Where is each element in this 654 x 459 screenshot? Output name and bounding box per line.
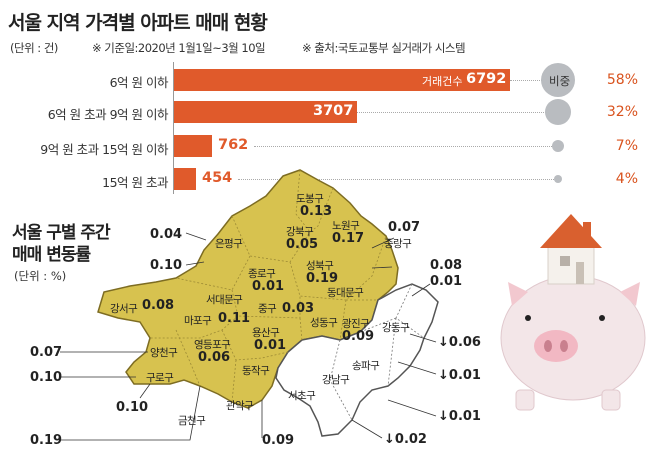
callout-value: 0.19 — [30, 433, 63, 448]
callout-value: 0.07 — [30, 345, 63, 360]
district-name: 양천구 — [150, 347, 178, 359]
category-label: 9억 원 초과 15억 원 이하 — [40, 142, 168, 157]
share-value: 7% — [615, 138, 638, 154]
district-value: 0.06 — [198, 350, 231, 365]
map-title-line: 매매 변동률 — [12, 245, 91, 265]
category-label: 6억 원 이하 — [109, 75, 169, 90]
category-label: 15억 원 초과 — [102, 175, 168, 190]
callout-value: 0.10 — [116, 400, 149, 415]
district-name: 노원구 — [332, 220, 360, 232]
district-name: 강동구 — [382, 322, 410, 334]
share-header: 비중 — [549, 74, 571, 88]
piggy-bank-illustration — [500, 214, 646, 411]
leader-line — [357, 112, 558, 113]
district-name: 강북구 — [286, 226, 314, 238]
district-boundaries-south — [329, 283, 425, 421]
callout-lines — [60, 232, 437, 441]
map-title: 서울 구별 주간 매매 변동률 — [12, 222, 111, 266]
share-value: 4% — [615, 171, 638, 187]
callout-value: 0.04 — [150, 227, 183, 242]
district-name: 동작구 — [242, 365, 270, 377]
district-name: 중구 — [258, 303, 277, 315]
falling-districts-area — [275, 283, 439, 437]
unit-label: (단위 : 건) — [10, 41, 58, 55]
district-value: 0.13 — [300, 204, 333, 219]
bar-value-label: 3707 — [313, 103, 354, 119]
district-name: 강서구 — [110, 303, 138, 315]
callout-value: 0.10 — [30, 370, 63, 385]
district-value: 0.03 — [282, 301, 315, 316]
district-name: 동대문구 — [327, 287, 364, 299]
district-name: 성동구 — [310, 317, 338, 329]
district-name: 마포구 — [184, 315, 212, 327]
bar — [174, 168, 196, 190]
bar — [174, 135, 212, 157]
bar-value-label: 762 — [218, 137, 249, 153]
page-title: 서울 지역 가격별 아파트 매매 현황 — [8, 12, 268, 34]
bar-value-label: 6792 — [466, 71, 507, 87]
share-value: 32% — [606, 104, 638, 120]
callout-value: 0.07 — [388, 220, 421, 235]
district-name: 강남구 — [322, 374, 350, 386]
share-circle — [545, 99, 571, 125]
map-unit-label: (단위 : %) — [14, 269, 67, 283]
period-note: ※ 기준일:2020년 1월1일~3월 10일 — [92, 41, 266, 55]
district-name: 송파구 — [352, 360, 380, 372]
bar — [174, 69, 510, 91]
district-name: 성북구 — [306, 260, 334, 272]
district-name: 도봉구 — [296, 193, 324, 205]
district-name: 은평구 — [215, 238, 243, 250]
district-name: 광진구 — [342, 318, 370, 330]
district-value: 0.17 — [332, 231, 365, 246]
district-name: 구로구 — [146, 372, 174, 384]
bar-value-label: 454 — [202, 170, 233, 186]
callout-value: 0.09 — [262, 433, 295, 448]
district-value: 0.01 — [254, 338, 287, 353]
callout-value: ↓0.02 — [384, 432, 427, 447]
district-name: 영등포구 — [194, 339, 231, 351]
callout-value: 0.01 — [430, 274, 463, 289]
share-value: 58% — [606, 72, 638, 88]
district-value: 0.01 — [252, 279, 285, 294]
district-value: 0.09 — [342, 329, 375, 344]
share-circle — [541, 63, 575, 97]
district-value: 0.05 — [286, 237, 319, 252]
series-label: 거래건수 — [422, 75, 463, 88]
district-name: 금천구 — [178, 415, 206, 427]
district-name: 서대문구 — [206, 294, 243, 306]
district-name: 중랑구 — [384, 238, 412, 250]
callout-value: ↓0.01 — [438, 409, 481, 424]
share-circle — [552, 140, 564, 152]
district-name: 관악구 — [226, 400, 254, 412]
district-name: 종로구 — [248, 268, 276, 280]
district-boundaries — [150, 169, 387, 403]
district-value: 0.08 — [142, 298, 175, 313]
share-circle — [554, 175, 562, 183]
bar — [174, 101, 357, 123]
rising-districts-area — [97, 169, 399, 409]
callout-value: 0.08 — [430, 258, 463, 273]
callout-value: ↓0.06 — [438, 335, 481, 350]
district-value: 0.19 — [306, 271, 339, 286]
callout-value: ↓0.01 — [438, 368, 481, 383]
leader-line — [238, 179, 558, 180]
leader-line — [510, 80, 558, 81]
source-note: ※ 출처:국토교통부 실거래가 시스템 — [302, 41, 466, 55]
category-label: 6억 원 초과 9억 원 이하 — [47, 107, 169, 122]
bar-axis-line — [173, 62, 174, 194]
leader-line — [254, 146, 558, 147]
district-name: 서초구 — [288, 390, 316, 402]
district-name: 용산구 — [252, 327, 280, 339]
callout-value: 0.10 — [150, 258, 183, 273]
map-title-line: 서울 구별 주간 — [12, 223, 111, 243]
district-value: 0.11 — [218, 311, 251, 326]
